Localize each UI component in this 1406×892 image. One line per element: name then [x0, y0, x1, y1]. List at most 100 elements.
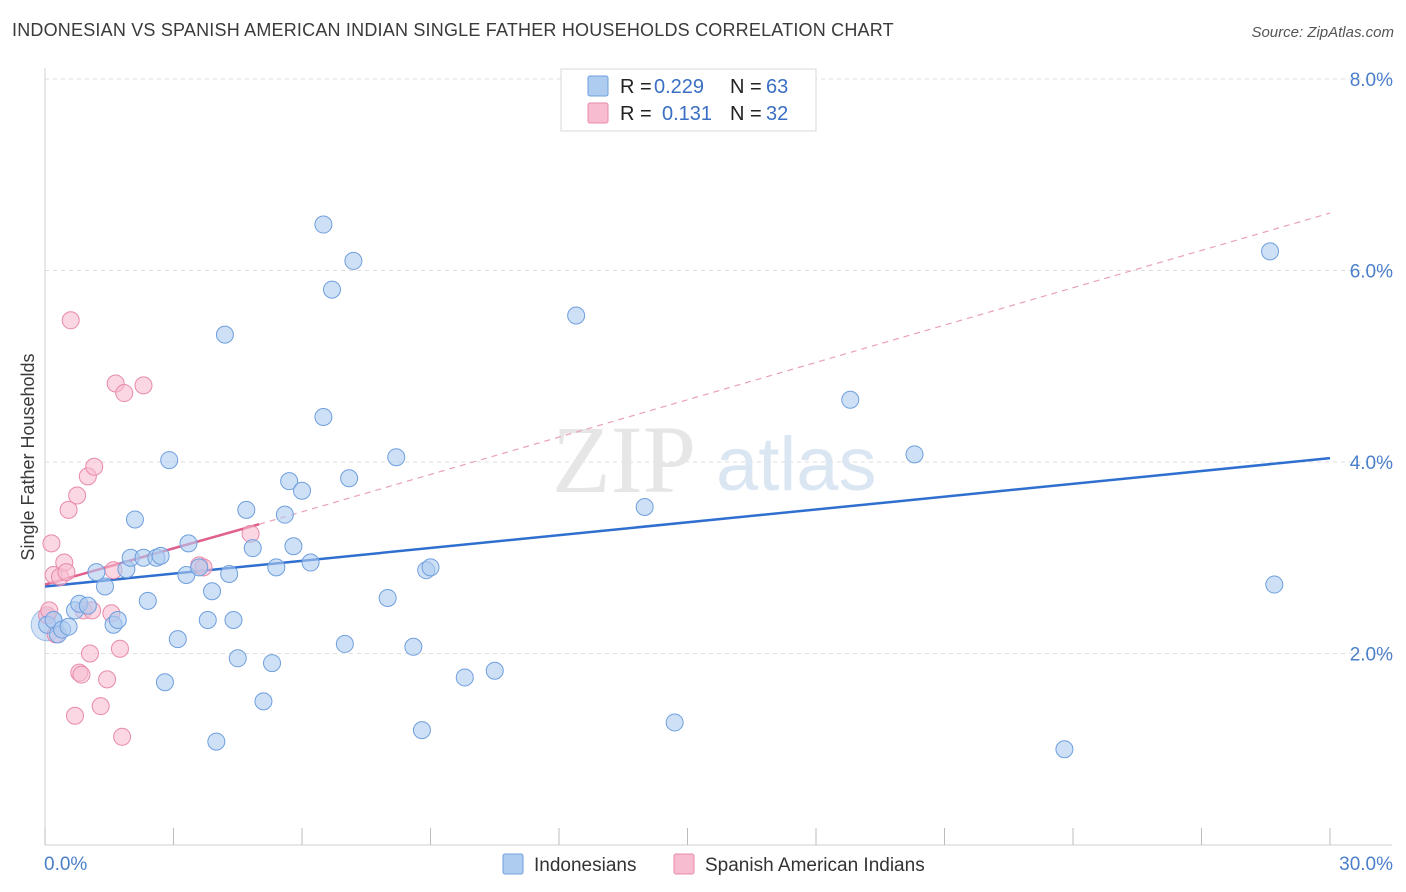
point-indonesians [344, 251, 363, 270]
point-indonesians [412, 721, 431, 740]
point-indonesians [275, 505, 294, 524]
point-spanish-american-indians [80, 644, 99, 663]
legend-swatch-spanish-american-indians [587, 102, 609, 124]
point-indonesians [280, 472, 299, 491]
point-indonesians [905, 445, 924, 464]
point-spanish-american-indians [85, 457, 104, 476]
point-indonesians [314, 407, 333, 426]
point-indonesians [322, 280, 341, 299]
point-indonesians [198, 610, 217, 629]
scatter-points [30, 215, 1284, 759]
legend-r-label-1: R = [620, 76, 652, 98]
point-spanish-american-indians [68, 486, 87, 505]
point-indonesians [314, 215, 333, 234]
bottom-legend-label-indonesians: Indonesians [534, 855, 636, 876]
point-spanish-american-indians [113, 727, 132, 746]
chart-title: INDONESIAN VS SPANISH AMERICAN INDIAN SI… [12, 20, 894, 40]
legend: R = 0.229 N = 63 R = 0.131 N = 32 [560, 68, 817, 132]
point-indonesians [301, 553, 320, 572]
point-indonesians [841, 390, 860, 409]
trend-lines [44, 212, 1331, 588]
point-indonesians [59, 617, 78, 636]
point-indonesians [387, 448, 406, 467]
y-tick-label: 2.0% [1350, 645, 1393, 666]
legend-n-value-1: 63 [766, 76, 788, 98]
point-indonesians [1055, 740, 1074, 759]
point-indonesians [1261, 242, 1280, 261]
point-indonesians [179, 534, 198, 553]
axes: 0.0% 30.0% [44, 68, 1393, 875]
bottom-legend-label-spanish-american-indians: Spanish American Indians [705, 855, 925, 876]
point-indonesians [665, 713, 684, 732]
point-indonesians [455, 668, 474, 687]
trend-line-indonesians [44, 456, 1331, 588]
point-indonesians [243, 539, 262, 558]
point-spanish-american-indians [42, 534, 61, 553]
point-spanish-american-indians [98, 670, 117, 689]
point-indonesians [220, 565, 239, 584]
x-tick-label: 30.0% [1339, 854, 1393, 875]
bottom-legend-swatch-indonesians [502, 853, 524, 875]
point-indonesians [228, 649, 247, 668]
point-indonesians [254, 692, 273, 711]
legend-r-label-2: R = [620, 103, 652, 125]
point-spanish-american-indians [115, 384, 134, 403]
point-indonesians [155, 673, 174, 692]
point-spanish-american-indians [72, 665, 91, 684]
point-indonesians [151, 546, 170, 565]
point-indonesians [168, 630, 187, 649]
point-indonesians [138, 591, 157, 610]
point-indonesians [224, 610, 243, 629]
point-indonesians [485, 661, 504, 680]
point-indonesians [190, 558, 209, 577]
point-indonesians [335, 634, 354, 653]
gridlines: 2.0% 4.0% 6.0% 8.0% [45, 70, 1393, 666]
point-indonesians [567, 306, 586, 325]
point-indonesians [293, 481, 311, 500]
point-indonesians [78, 596, 97, 615]
y-axis-label: Single Father Households [18, 353, 38, 560]
point-indonesians [284, 537, 303, 556]
point-indonesians [1265, 575, 1284, 594]
point-spanish-american-indians [65, 706, 84, 725]
bottom-legend: Indonesians Spanish American Indians [502, 853, 925, 876]
trend-line-extension-spanish-american-indians [258, 212, 1331, 525]
point-indonesians [421, 558, 440, 577]
point-indonesians [108, 610, 127, 629]
point-indonesians [207, 732, 226, 751]
point-spanish-american-indians [57, 563, 76, 582]
point-indonesians [203, 582, 222, 601]
watermark-zip: ZIP [552, 406, 696, 513]
point-indonesians [237, 500, 256, 519]
source-credit: Source: ZipAtlas.com [1251, 24, 1394, 41]
point-indonesians [215, 325, 234, 344]
y-tick-label: 4.0% [1350, 453, 1393, 474]
point-indonesians [378, 588, 397, 607]
bottom-legend-swatch-spanish-american-indians [673, 853, 695, 875]
point-spanish-american-indians [91, 697, 110, 716]
legend-n-label-1: N = [730, 76, 762, 98]
watermark: ZIP atlas [552, 406, 877, 513]
legend-r-value-2: 0.131 [662, 103, 712, 125]
point-indonesians [340, 469, 359, 488]
point-indonesians [95, 577, 114, 596]
legend-swatch-indonesians [587, 75, 609, 97]
x-tick-label: 0.0% [44, 854, 87, 875]
point-indonesians [160, 451, 179, 470]
y-tick-label: 8.0% [1350, 70, 1393, 91]
legend-n-label-2: N = [730, 103, 762, 125]
legend-r-value-1: 0.229 [654, 76, 704, 98]
point-indonesians [87, 563, 106, 582]
point-spanish-american-indians [134, 376, 153, 395]
point-spanish-american-indians [59, 500, 78, 519]
point-spanish-american-indians [110, 639, 129, 658]
point-indonesians [404, 637, 423, 656]
legend-n-value-2: 32 [766, 103, 788, 125]
point-indonesians [263, 654, 282, 673]
point-indonesians [635, 498, 654, 517]
y-tick-label: 6.0% [1350, 262, 1393, 283]
point-spanish-american-indians [61, 311, 80, 330]
point-indonesians [125, 510, 144, 529]
point-indonesians [267, 558, 286, 577]
